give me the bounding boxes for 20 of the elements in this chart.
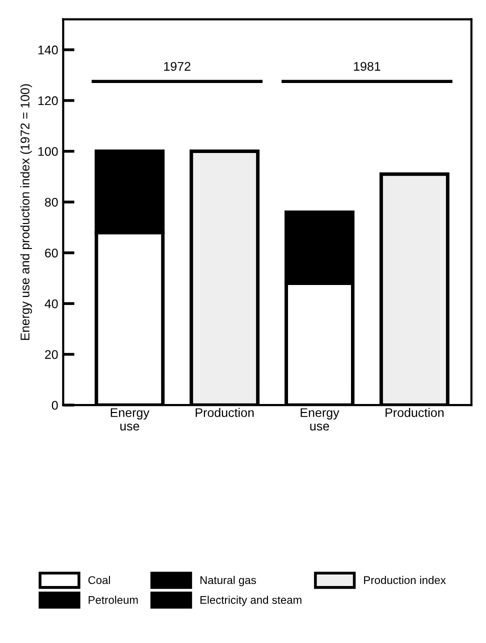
x-tick-label: Production bbox=[196, 408, 254, 418]
y-axis-title: Energy use and production index (1972 = 100) bbox=[20, 84, 32, 340]
y-tick-label: 120 bbox=[38, 96, 58, 106]
y-tick-label: 20 bbox=[45, 350, 58, 359]
x-tick-label: Production bbox=[386, 408, 444, 418]
legend-label: Coal bbox=[88, 576, 110, 584]
y-tick-label: 0 bbox=[52, 400, 58, 410]
y-tick-label: 40 bbox=[44, 299, 58, 308]
y-tick-label: 140 bbox=[38, 46, 58, 54]
legend-label: Production index bbox=[364, 576, 446, 584]
x-tick-label: Energy use bbox=[300, 408, 340, 431]
y-tick-label: 100 bbox=[38, 147, 58, 156]
legend-label: Petroleum bbox=[88, 596, 138, 604]
y-tick-label: 80 bbox=[44, 198, 58, 207]
annotation: 1981 bbox=[354, 62, 380, 71]
y-tick-label: 60 bbox=[45, 248, 58, 258]
legend-label: Natural gas bbox=[200, 576, 256, 586]
x-tick-label: Energy use bbox=[110, 408, 150, 431]
annotation: 1972 bbox=[164, 62, 190, 71]
legend-label: Electricity and steam bbox=[200, 596, 302, 606]
